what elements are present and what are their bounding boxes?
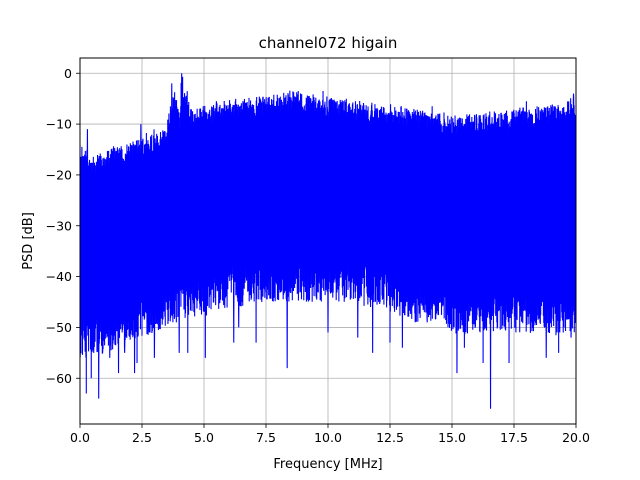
axis-ticks: 0.0 2.5 5.0 7.5 10.0 12.5 15.0 17.5 20.0 0 −10 −20 −… (46, 66, 590, 445)
psd-series-line (80, 73, 576, 409)
x-tick-label: 0.0 (70, 430, 90, 445)
x-tick-label: 12.5 (376, 430, 404, 445)
x-tick-label: 10.0 (314, 430, 342, 445)
y-tick-label: −30 (46, 218, 72, 233)
x-tick-label: 2.5 (132, 430, 152, 445)
y-axis-label: PSD [dB] (21, 212, 36, 270)
x-tick-label: 20.0 (562, 430, 590, 445)
x-tick-label: 17.5 (500, 430, 528, 445)
data-layer (80, 73, 576, 409)
x-tick-label: 5.0 (194, 430, 214, 445)
y-tick-label: −60 (46, 371, 72, 386)
y-tick-label: −50 (46, 320, 72, 335)
x-tick-label: 7.5 (256, 430, 276, 445)
x-tick-label: 15.0 (438, 430, 466, 445)
chart-title: channel072 higain (259, 34, 398, 52)
y-tick-label: −40 (46, 269, 72, 284)
y-tick-label: −10 (46, 117, 72, 132)
y-tick-label: −20 (46, 167, 72, 182)
x-axis-label: Frequency [MHz] (273, 457, 382, 472)
y-tick-label: 0 (64, 66, 72, 81)
